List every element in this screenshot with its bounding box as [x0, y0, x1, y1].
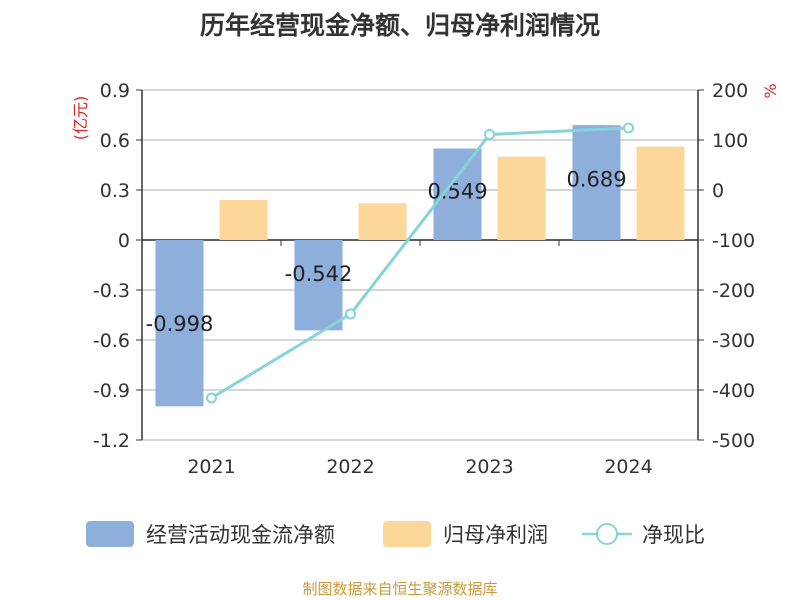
left-tick-label: 0 [118, 230, 130, 252]
legend-label-netprofit: 归母净利润 [443, 523, 548, 547]
bar-data-label: -0.542 [285, 262, 353, 286]
right-axis-unit: % [761, 83, 780, 98]
right-tick-label: -500 [712, 430, 755, 452]
right-tick-label: -200 [712, 280, 755, 302]
bar-netprofit [219, 200, 268, 240]
right-tick-label: -400 [712, 380, 755, 402]
left-tick-label: -1.2 [93, 430, 130, 452]
right-tick-label: 100 [712, 130, 748, 152]
chart-title: 历年经营现金净额、归母净利润情况 [199, 11, 600, 40]
legend-label-cashflow: 经营活动现金流净额 [146, 523, 335, 547]
bar-data-label: 0.689 [566, 168, 626, 192]
right-tick-label: -300 [712, 330, 755, 352]
x-tick-label: 2024 [604, 456, 652, 478]
legend-swatch-netprofit [383, 521, 431, 547]
bar-cashflow [155, 240, 204, 407]
bar-netprofit [497, 156, 546, 240]
source-note: 制图数据来自恒生聚源数据库 [302, 580, 498, 598]
legend-label-ratio: 净现比 [642, 523, 705, 547]
line-point [206, 392, 217, 404]
line-point [345, 308, 356, 320]
right-tick-label: -100 [712, 230, 755, 252]
x-tick-label: 2021 [187, 456, 235, 478]
left-tick-label: 0.6 [100, 130, 130, 152]
left-tick-label: -0.3 [93, 280, 130, 302]
line-point [623, 122, 634, 134]
x-tick-label: 2022 [326, 456, 374, 478]
x-tick-label: 2023 [465, 456, 513, 478]
left-tick-label: 0.3 [100, 180, 130, 202]
left-tick-label: -0.6 [93, 330, 130, 352]
line-ratio [210, 126, 629, 400]
bar-data-label: -0.998 [146, 312, 214, 336]
left-tick-label: -0.9 [93, 380, 130, 402]
right-tick-label: 200 [712, 80, 748, 102]
line-point [484, 129, 495, 140]
bar-netprofit [636, 146, 685, 240]
legend-swatch-cashflow [86, 521, 134, 547]
bar-cashflow [572, 125, 621, 240]
bar-netprofit [358, 203, 407, 240]
legend-swatch-ratio-marker [596, 523, 618, 545]
left-axis-unit: (亿元) [71, 96, 90, 141]
bar-data-label: 0.549 [427, 179, 487, 203]
right-tick-label: 0 [712, 180, 724, 202]
left-tick-label: 0.9 [100, 80, 130, 102]
bar-cashflow [294, 240, 343, 331]
